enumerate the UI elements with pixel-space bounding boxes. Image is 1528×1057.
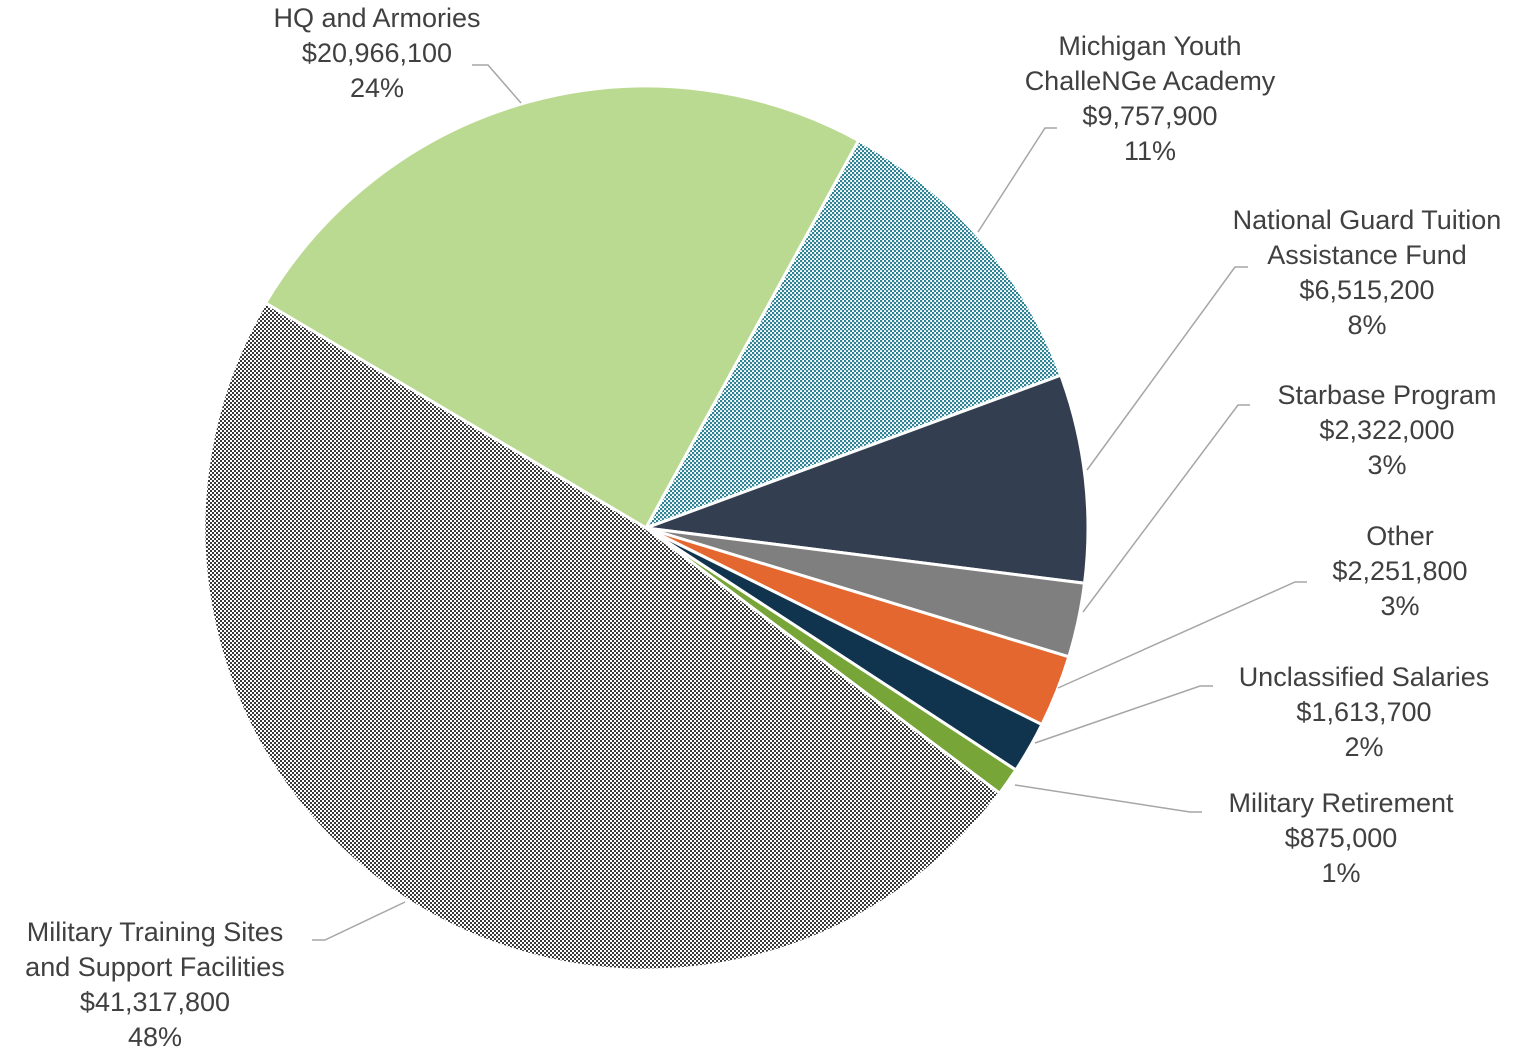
leader-line-military-retirement [1014,784,1202,813]
slice-labels: HQ and Armories $20,966,100 24% Michigan Yo… [25,3,1501,1052]
leader-line-hq-and-armories [472,64,522,104]
leader-lines [312,64,1307,941]
leader-line-michigan-youth-challenge-academy [977,127,1057,233]
data-label-military-retirement: Military Retirement $875,000 1% [1228,788,1454,888]
pie-slice-hq-and-armories [263,84,861,531]
leader-line-other [1057,581,1307,689]
leader-line-starbase-program [1082,404,1250,613]
data-label-starbase-program: Starbase Program $2,322,000 3% [1277,380,1496,480]
pie-slice-national-guard-tuition-assistance-fund [645,373,1090,585]
pie-slice-michigan-youth-challenge-academy [642,138,1063,531]
pie-slices [202,84,1090,972]
data-label-hq-and-armories: HQ and Armories $20,966,100 24% [273,3,480,103]
pie-slice-military-training-sites-and-support-facilities [202,300,1002,972]
leader-line-national-guard-tuition-assistance-fund [1086,266,1248,471]
data-label-military-training-sites-and-support-facilities: Military Training Sites and Support Facil… [25,917,285,1052]
data-label-michigan-youth-challenge-academy: Michigan Youth ChalleNGe Academy $9,757,90… [1025,31,1276,166]
data-label-national-guard-tuition-assistance-fund: National Guard Tuition Assistance Fund $6,… [1233,205,1502,340]
data-label-unclassified-salaries: Unclassified Salaries $1,613,700 2% [1239,662,1490,762]
leader-line-military-training-sites-and-support-facilities [312,901,406,941]
leader-line-unclassified-salaries [1034,685,1213,744]
data-label-other: Other $2,251,800 3% [1332,521,1467,621]
